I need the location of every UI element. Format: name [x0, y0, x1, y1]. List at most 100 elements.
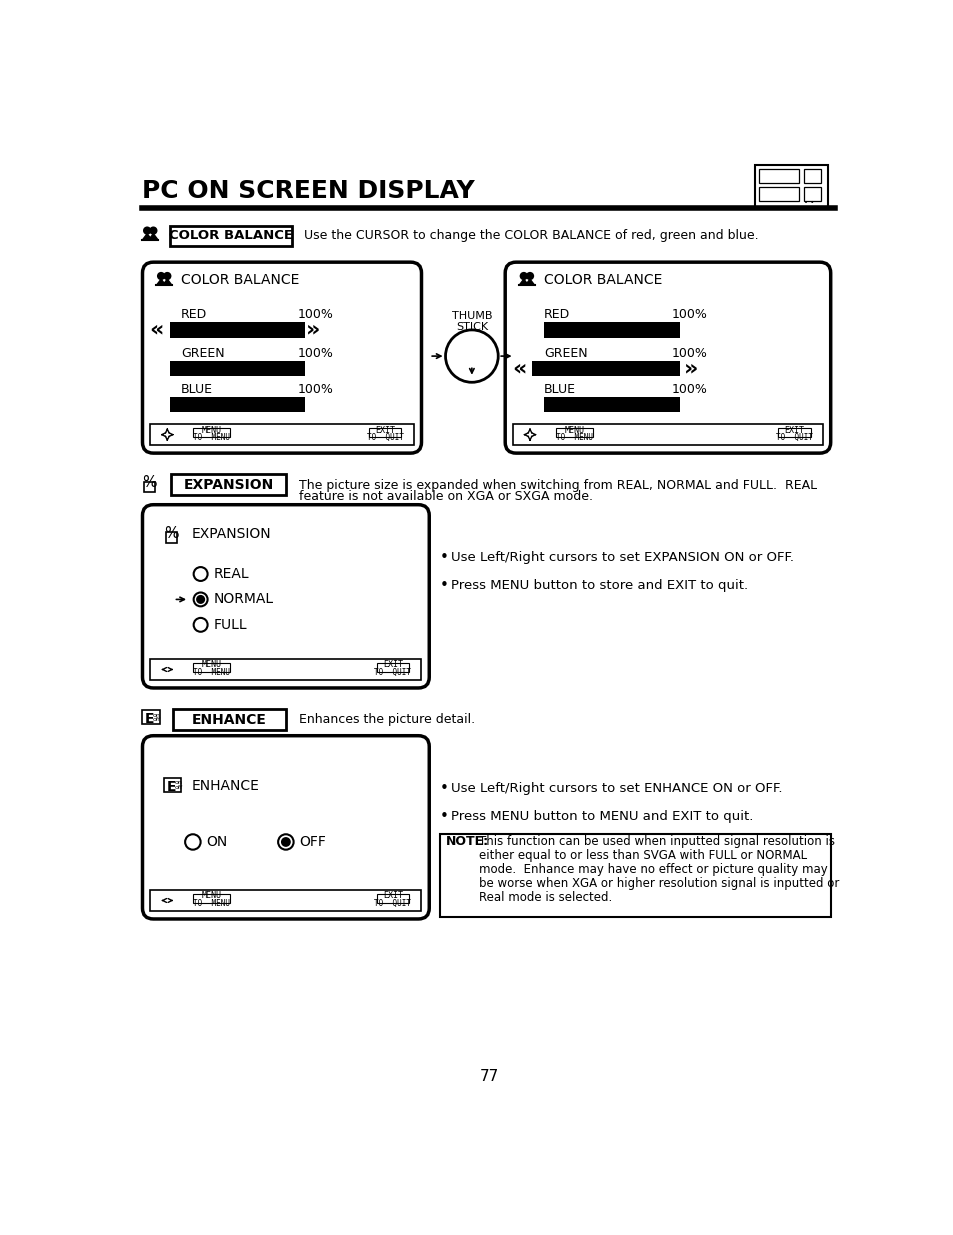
Text: MENU: MENU [563, 426, 583, 435]
FancyBboxPatch shape [142, 736, 429, 919]
Bar [170, 396, 305, 412]
Polygon shape [142, 233, 152, 240]
Text: E: E [167, 779, 176, 794]
Text: The picture size is expanded when switching from REAL, NORMAL and FULL.  REAL: The picture size is expanded when switch… [298, 479, 817, 493]
Bar [758, 169, 798, 183]
Text: 100%: 100% [297, 347, 333, 359]
Text: »: » [306, 320, 320, 340]
Text: STICK: STICK [456, 322, 487, 332]
Text: TO  QUIT: TO QUIT [374, 668, 411, 677]
Text: EXPANSION: EXPANSION [192, 527, 272, 541]
Bar [802, 186, 820, 200]
Text: ON: ON [206, 835, 227, 848]
FancyBboxPatch shape [142, 262, 421, 453]
Bar [802, 169, 820, 183]
Polygon shape [162, 279, 172, 285]
Text: • •: • • [802, 200, 813, 206]
Text: COLOR BALANCE: COLOR BALANCE [181, 273, 299, 287]
Text: •: • [439, 550, 449, 564]
Bar [142, 710, 159, 724]
Bar [369, 427, 401, 437]
Bar [193, 427, 230, 437]
Text: on: on [152, 713, 160, 718]
Bar [193, 662, 230, 672]
Text: RED: RED [543, 308, 570, 321]
Text: BLUE: BLUE [543, 383, 576, 395]
Text: BLUE: BLUE [181, 383, 213, 395]
Text: COLOR BALANCE: COLOR BALANCE [169, 230, 293, 242]
Bar [543, 322, 679, 337]
FancyBboxPatch shape [142, 505, 429, 688]
Text: OFF: OFF [298, 835, 326, 848]
Text: off: off [174, 785, 182, 790]
Text: RED: RED [181, 308, 208, 321]
Text: Use Left/Right cursors to set EXPANSION ON or OFF.: Use Left/Right cursors to set EXPANSION … [451, 551, 793, 563]
Circle shape [164, 273, 171, 279]
Bar [150, 424, 414, 446]
Text: mode.  Enhance may have no effect or picture quality may: mode. Enhance may have no effect or pict… [478, 863, 827, 876]
Text: •: • [439, 578, 449, 593]
Bar [532, 361, 679, 377]
Text: ENHANCE: ENHANCE [192, 713, 267, 726]
Text: TO  MENU: TO MENU [555, 433, 592, 442]
Text: %: % [142, 475, 157, 490]
Text: EXIT: EXIT [382, 661, 402, 669]
Text: TO  QUIT: TO QUIT [374, 899, 411, 908]
Polygon shape [518, 279, 528, 285]
Circle shape [526, 273, 533, 279]
Circle shape [144, 227, 150, 233]
Bar [170, 361, 305, 377]
Text: 100%: 100% [671, 347, 707, 359]
Bar [171, 474, 286, 495]
Text: FULL: FULL [213, 618, 247, 632]
Text: off: off [152, 718, 160, 722]
Text: Press MENU button to MENU and EXIT to quit.: Press MENU button to MENU and EXIT to qu… [451, 810, 753, 823]
Text: NORMAL: NORMAL [213, 593, 274, 606]
Text: MENU: MENU [201, 661, 221, 669]
Bar [754, 165, 827, 207]
Polygon shape [156, 279, 166, 285]
Text: either equal to or less than SVGA with FULL or NORMAL: either equal to or less than SVGA with F… [478, 850, 806, 862]
Circle shape [158, 273, 164, 279]
Text: TO  MENU: TO MENU [193, 668, 230, 677]
Text: TO  QUIT: TO QUIT [366, 433, 403, 442]
Text: E: E [145, 711, 154, 726]
Bar [170, 322, 305, 337]
Bar [778, 427, 810, 437]
Bar [150, 889, 421, 911]
Text: 100%: 100% [671, 308, 707, 321]
Bar [164, 778, 181, 792]
Text: Enhances the picture detail.: Enhances the picture detail. [298, 713, 475, 726]
Polygon shape [149, 233, 158, 240]
Text: TO  QUIT: TO QUIT [775, 433, 812, 442]
Text: TO  MENU: TO MENU [193, 899, 230, 908]
Text: This function can be used when inputted signal resolution is: This function can be used when inputted … [478, 835, 834, 848]
Bar [555, 427, 592, 437]
FancyBboxPatch shape [505, 262, 830, 453]
Bar [144, 482, 154, 493]
Text: Real mode is selected.: Real mode is selected. [478, 890, 612, 904]
Text: on: on [174, 781, 182, 785]
Text: be worse when XGA or higher resolution signal is inputted or: be worse when XGA or higher resolution s… [478, 877, 839, 890]
Text: «: « [149, 320, 164, 340]
Circle shape [150, 227, 156, 233]
Text: %: % [164, 526, 178, 541]
Bar [376, 662, 409, 672]
Text: THUMB: THUMB [451, 311, 492, 321]
Bar [376, 894, 409, 903]
Text: REAL: REAL [213, 567, 249, 580]
Text: EXIT: EXIT [375, 426, 395, 435]
Text: 100%: 100% [297, 383, 333, 395]
Text: TO  MENU: TO MENU [193, 433, 230, 442]
Bar [170, 226, 292, 246]
Text: 100%: 100% [671, 383, 707, 395]
Text: •: • [439, 809, 449, 824]
Text: EXIT: EXIT [783, 426, 803, 435]
Bar [513, 424, 822, 446]
Polygon shape [525, 279, 534, 285]
Text: MENU: MENU [201, 426, 221, 435]
Text: GREEN: GREEN [181, 347, 225, 359]
Text: Use Left/Right cursors to set ENHANCE ON or OFF.: Use Left/Right cursors to set ENHANCE ON… [451, 782, 781, 794]
Circle shape [520, 273, 526, 279]
Text: EXIT: EXIT [382, 892, 402, 900]
